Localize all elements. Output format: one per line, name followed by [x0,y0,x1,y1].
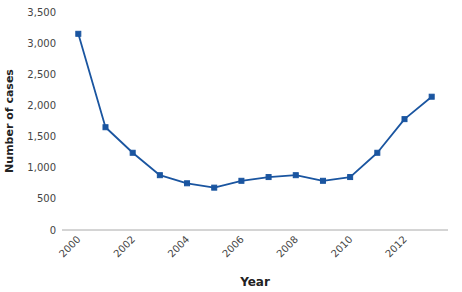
y-axis-label: Number of cases [3,69,16,173]
y-tick-label: 1,500 [27,131,56,142]
y-tick-label: 500 [37,193,56,204]
marker [76,31,81,36]
y-tick-label: 0 [50,225,56,236]
marker [103,125,108,130]
marker [375,150,380,155]
x-tick-label: 2010 [329,234,355,260]
x-tick-label: 2006 [220,234,246,260]
x-tick-label: 2008 [274,234,300,260]
y-tick-label: 1,000 [27,162,56,173]
marker [239,178,244,183]
x-tick-label: 2012 [383,234,409,260]
y-tick-label: 2,500 [27,69,56,80]
marker [320,178,325,183]
y-tick-label: 3,500 [27,7,56,18]
x-axis: 2000 2002 2004 2006 2008 2010 2012 [57,230,448,259]
marker [348,175,353,180]
plot-area [76,31,434,190]
x-tick-label: 2004 [166,234,192,260]
x-axis-line [62,230,448,231]
y-tick-label: 3,000 [27,38,56,49]
x-tick-label: 2002 [111,234,137,260]
marker [402,117,407,122]
marker [212,185,217,190]
marker [429,94,434,99]
x-axis-label: Year [239,275,270,289]
chart: 05001,0001,5002,0002,5003,0003,500200020… [0,0,462,292]
y-axis: 0 500 1,000 1,500 2,000 2,500 3,000 3,500 [27,7,56,236]
y-tick-label: 2,000 [27,100,56,111]
x-tick-label: 2000 [57,234,83,260]
marker [266,175,271,180]
line [78,34,431,188]
marker [157,173,162,178]
marker [293,173,298,178]
marker [130,150,135,155]
marker [185,181,190,186]
